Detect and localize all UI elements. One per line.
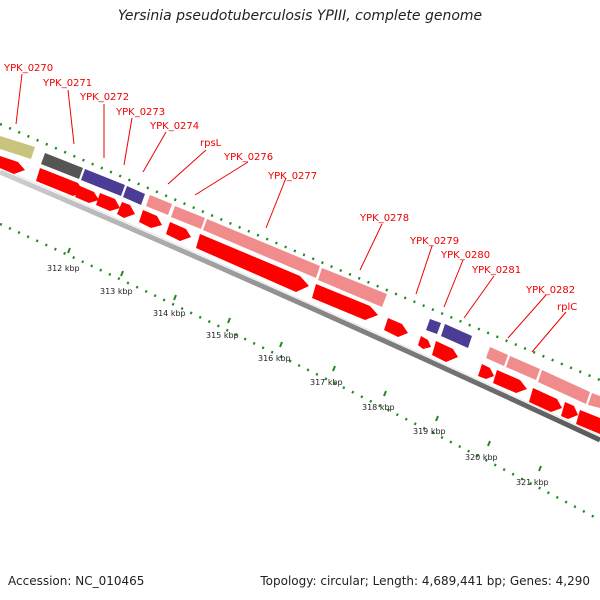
gene-label: YPK_0276	[223, 152, 273, 163]
gene-label: YPK_0282	[525, 285, 575, 296]
cds-arrow	[478, 364, 494, 379]
cds-arrow	[166, 222, 191, 241]
cds-arrow	[432, 341, 458, 362]
feature-rna	[146, 195, 172, 215]
kbp-label: 315 kbp	[206, 331, 239, 340]
genome-backbone-light	[0, 167, 600, 437]
cds-arrow	[384, 318, 408, 337]
feature-blue	[426, 319, 441, 334]
cds-arrow	[196, 234, 309, 292]
gene-label: YPK_0279	[409, 236, 459, 247]
feature-gray	[41, 153, 83, 179]
gene-labels: YPK_0270 YPK_0271 YPK_0272 YPK_0273 YPK_…	[3, 63, 577, 313]
feature-olive	[0, 136, 35, 159]
cds-arrow	[75, 186, 99, 203]
feature-blue	[123, 186, 145, 205]
feature-rna	[171, 206, 205, 229]
gene-label: YPK_0273	[115, 107, 165, 118]
outer-dotted-arc	[0, 122, 600, 382]
kbp-label: 312 kbp	[47, 264, 80, 273]
genome-summary-text: Topology: circular; Length: 4,689,441 bp…	[260, 574, 590, 588]
cds-arrow	[418, 336, 431, 349]
gene-label: YPK_0281	[471, 265, 521, 276]
inner-dotted-arc	[0, 222, 600, 522]
cds-arrow	[529, 388, 562, 412]
gene-label: YPK_0271	[42, 78, 92, 89]
gene-label: rplC	[557, 302, 577, 313]
cds-arrow	[139, 210, 162, 228]
feature-rna	[588, 393, 600, 408]
cds-arrow	[312, 284, 378, 320]
kbp-label: 313 kbp	[100, 287, 133, 296]
leader-lines	[15, 73, 567, 353]
kbp-label: 321 kbp	[516, 478, 549, 487]
kbp-label: 314 kbp	[153, 309, 186, 318]
cds-arrows	[0, 156, 600, 434]
feature-rna	[538, 370, 590, 404]
ruler-ticks	[67, 247, 542, 472]
genome-backbone	[0, 169, 600, 443]
kbp-label: 316 kbp	[258, 354, 291, 363]
map-title: Yersinia pseudotuberculosis YPIII, compl…	[117, 8, 483, 24]
gene-label: YPK_0278	[359, 213, 409, 224]
accession-text: Accession: NC_010465	[8, 574, 145, 588]
gene-label: YPK_0280	[440, 250, 490, 261]
feature-rna	[506, 356, 540, 380]
kbp-labels: 312 kbp 313 kbp 314 kbp 315 kbp 316 kbp …	[47, 264, 549, 487]
feature-rna	[203, 219, 320, 278]
gene-label: YPK_0274	[149, 121, 199, 132]
cds-arrow	[576, 410, 600, 434]
outer-features	[0, 136, 600, 408]
feature-blue	[81, 169, 125, 196]
gene-label: rpsL	[200, 138, 222, 149]
feature-blue	[441, 324, 472, 348]
kbp-label: 320 kbp	[465, 453, 498, 462]
kbp-label: 317 kbp	[310, 378, 343, 387]
cds-arrow	[36, 168, 84, 196]
cds-arrow	[96, 193, 120, 211]
gene-label: YPK_0270	[3, 63, 53, 74]
cds-arrow	[0, 156, 25, 174]
feature-rna	[318, 268, 387, 307]
feature-rna	[486, 347, 508, 366]
kbp-label: 318 kbp	[362, 403, 395, 412]
cds-arrow	[561, 402, 578, 419]
kbp-label: 319 kbp	[413, 427, 446, 436]
cds-arrow	[117, 202, 135, 218]
gene-label: YPK_0272	[79, 92, 129, 103]
gene-label: YPK_0277	[267, 171, 317, 182]
cds-arrow	[493, 370, 527, 393]
